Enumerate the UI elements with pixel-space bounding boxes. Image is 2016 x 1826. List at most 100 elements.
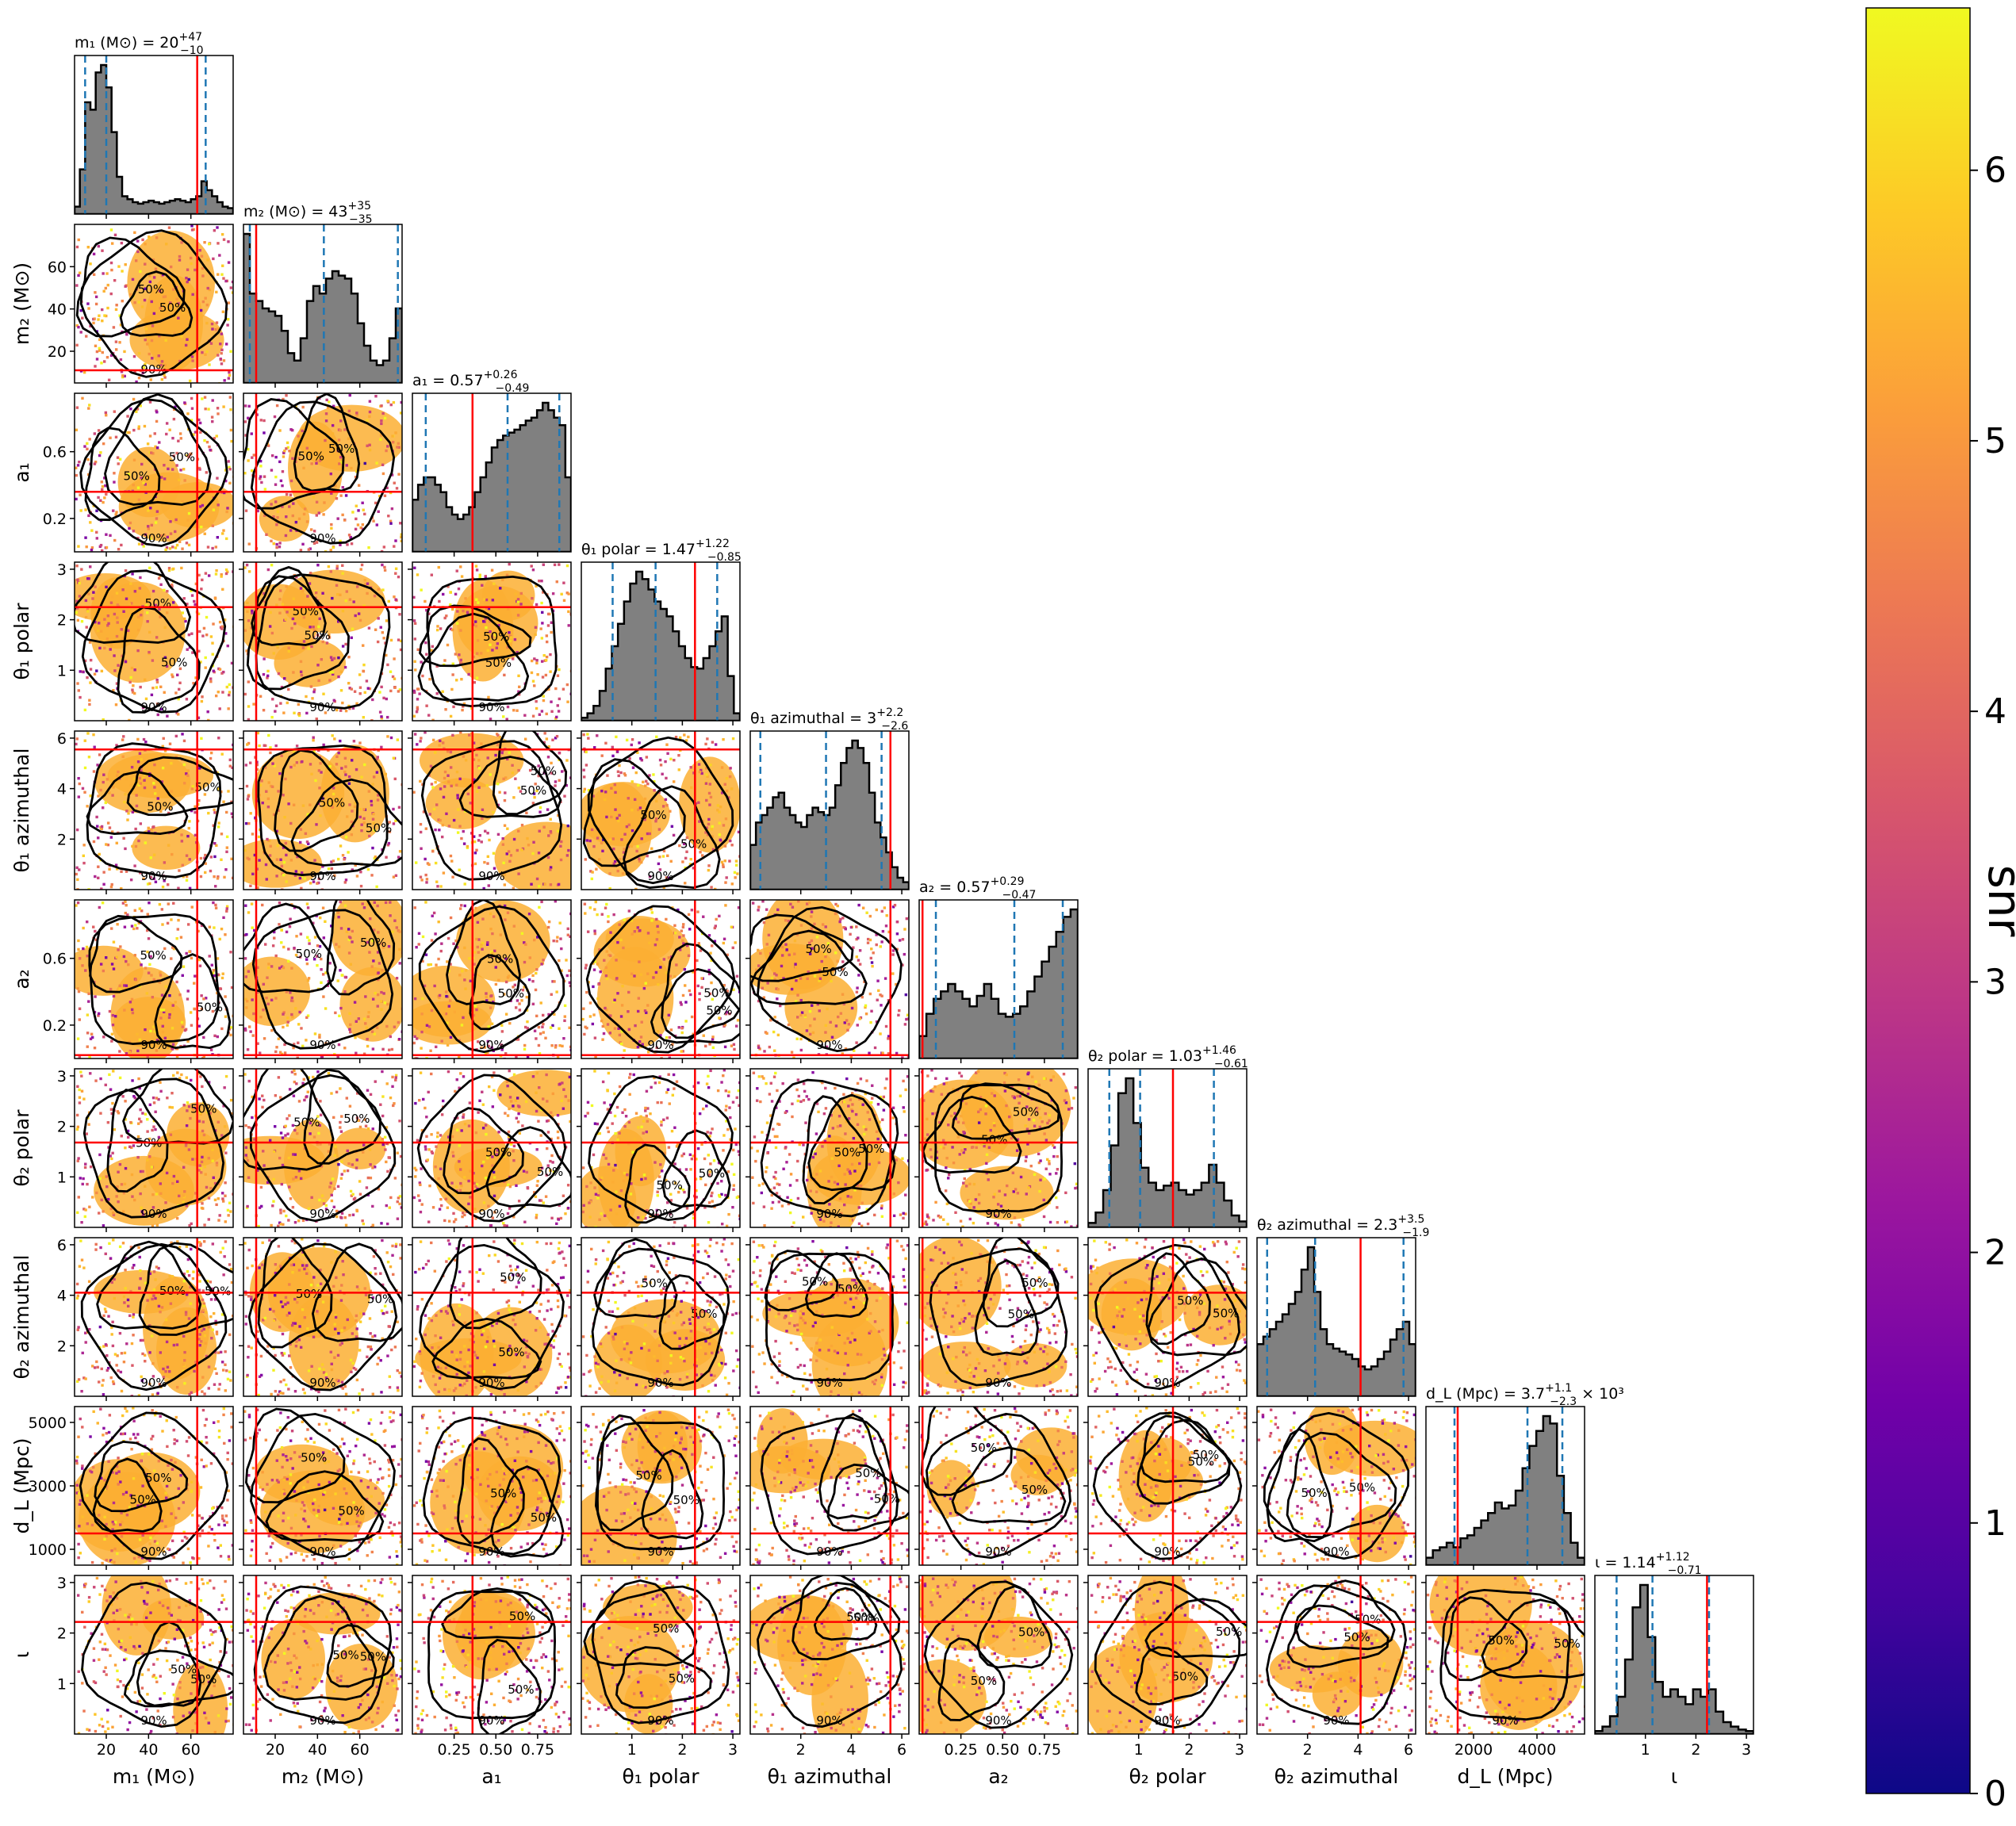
sample-point: [522, 1169, 526, 1173]
sample-point: [187, 278, 190, 281]
sample-point: [499, 755, 502, 759]
sample-point: [394, 567, 398, 570]
sample-point: [294, 1007, 297, 1010]
sample-point: [213, 229, 217, 232]
sample-point: [151, 1128, 154, 1132]
sample-point: [281, 888, 284, 890]
sample-point: [562, 1036, 565, 1040]
sample-point: [144, 262, 147, 266]
sample-point: [619, 771, 623, 775]
sample-point: [316, 564, 320, 567]
sample-point: [535, 789, 538, 793]
sample-point: [151, 324, 155, 327]
sample-point: [75, 428, 79, 431]
sample-point: [125, 777, 128, 781]
contour-label-90: 90%: [478, 1038, 504, 1052]
sample-point: [457, 808, 460, 811]
sample-point: [171, 1008, 174, 1011]
sample-point: [379, 434, 383, 437]
sample-point: [194, 268, 197, 272]
sample-point: [433, 984, 436, 988]
sample-point: [634, 887, 638, 890]
sample-point: [810, 927, 814, 930]
sample-point: [197, 799, 201, 802]
y-tick-label: 1: [57, 1169, 67, 1186]
sample-point: [197, 958, 201, 962]
sample-point: [266, 674, 270, 678]
sample-point: [458, 653, 461, 657]
sample-point: [810, 910, 814, 913]
sample-point: [330, 1199, 334, 1203]
sample-point: [76, 1211, 79, 1215]
sample-point: [97, 836, 100, 840]
sample-point: [300, 673, 304, 677]
sample-point: [371, 1166, 374, 1169]
sample-point: [113, 233, 117, 237]
sample-point: [714, 743, 718, 746]
sample-point: [98, 314, 101, 317]
sample-point: [150, 974, 153, 977]
contour-label-50: 50%: [531, 764, 557, 778]
panel-frame: [243, 224, 403, 384]
sample-point: [133, 369, 136, 373]
sample-point: [136, 1155, 140, 1159]
sample-point: [198, 249, 201, 252]
sample-point: [301, 1044, 305, 1047]
sample-point: [351, 1213, 355, 1216]
sample-point: [117, 948, 120, 951]
sample-point: [259, 459, 263, 463]
sample-point: [116, 1110, 120, 1113]
sample-point: [899, 939, 902, 942]
sample-point: [826, 1007, 829, 1011]
sample-point: [371, 1223, 374, 1227]
sample-point: [161, 1030, 165, 1034]
sample-point: [353, 690, 357, 693]
y-tick-label: 0.6: [43, 951, 67, 968]
sample-point: [186, 769, 190, 772]
sample-point: [187, 543, 191, 547]
sample-point: [200, 699, 204, 703]
sample-point: [412, 1041, 416, 1045]
sample-point: [259, 477, 262, 480]
sample-point: [104, 1083, 107, 1087]
sample-point: [322, 995, 325, 998]
sample-point: [373, 594, 377, 598]
sample-point: [584, 1025, 587, 1028]
sample-point: [332, 792, 335, 796]
sample-point: [639, 757, 642, 760]
density-blob: [784, 972, 858, 1043]
sample-point: [338, 1014, 341, 1017]
sample-point: [659, 764, 663, 767]
sample-point: [247, 1079, 251, 1083]
sample-point: [347, 681, 351, 685]
sample-point: [105, 272, 109, 275]
sample-point: [584, 750, 588, 754]
contour-label-50: 50%: [319, 796, 345, 810]
panel-frame: [74, 392, 234, 553]
sample-point: [102, 1176, 105, 1179]
sample-point: [481, 917, 485, 921]
sample-point: [314, 591, 318, 595]
sample-point: [523, 737, 527, 741]
sample-point: [335, 497, 339, 500]
sample-point: [148, 652, 151, 656]
sample-point: [365, 679, 369, 683]
sample-point: [666, 752, 669, 756]
sample-point: [186, 990, 190, 993]
sample-point: [508, 1021, 512, 1025]
sample-point: [281, 505, 284, 508]
sample-point: [293, 1043, 296, 1046]
sample-point: [795, 978, 798, 982]
sample-point: [186, 834, 190, 838]
sample-point: [385, 1160, 388, 1164]
sample-point: [385, 1204, 389, 1208]
sample-point: [545, 1173, 548, 1177]
sample-point: [78, 957, 82, 960]
sample-point: [218, 707, 221, 710]
sample-point: [289, 859, 293, 862]
sample-point: [512, 837, 516, 841]
sample-point: [508, 631, 511, 634]
sample-point: [336, 517, 339, 520]
sample-point: [336, 593, 339, 596]
sample-point: [301, 542, 305, 546]
